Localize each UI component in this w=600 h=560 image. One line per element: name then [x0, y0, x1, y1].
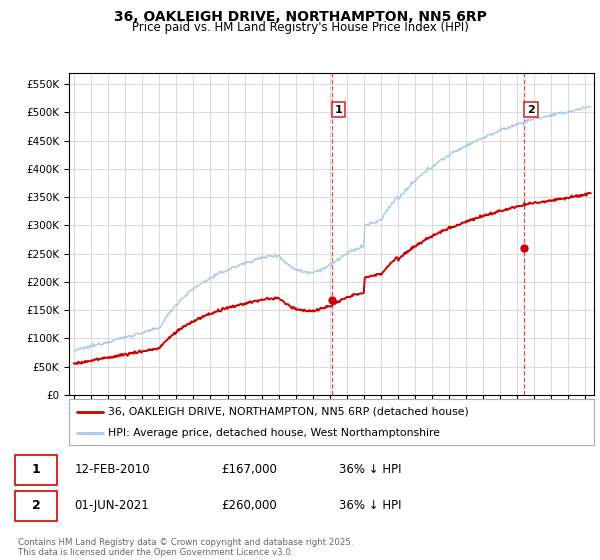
Text: 36, OAKLEIGH DRIVE, NORTHAMPTON, NN5 6RP (detached house): 36, OAKLEIGH DRIVE, NORTHAMPTON, NN5 6RP…: [109, 407, 469, 417]
Text: 1: 1: [334, 105, 342, 114]
Text: 2: 2: [527, 105, 535, 114]
Text: 36% ↓ HPI: 36% ↓ HPI: [340, 499, 402, 512]
Text: Contains HM Land Registry data © Crown copyright and database right 2025.
This d: Contains HM Land Registry data © Crown c…: [18, 538, 353, 557]
Text: HPI: Average price, detached house, West Northamptonshire: HPI: Average price, detached house, West…: [109, 428, 440, 438]
Text: 01-JUN-2021: 01-JUN-2021: [74, 499, 149, 512]
Text: 36% ↓ HPI: 36% ↓ HPI: [340, 463, 402, 476]
Text: 1: 1: [32, 463, 41, 476]
Text: £260,000: £260,000: [221, 499, 277, 512]
Text: Price paid vs. HM Land Registry's House Price Index (HPI): Price paid vs. HM Land Registry's House …: [131, 21, 469, 34]
Text: £167,000: £167,000: [221, 463, 277, 476]
FancyBboxPatch shape: [15, 455, 58, 484]
FancyBboxPatch shape: [69, 399, 594, 445]
Text: 2: 2: [32, 499, 41, 512]
Text: 36, OAKLEIGH DRIVE, NORTHAMPTON, NN5 6RP: 36, OAKLEIGH DRIVE, NORTHAMPTON, NN5 6RP: [113, 10, 487, 24]
Text: 12-FEB-2010: 12-FEB-2010: [74, 463, 150, 476]
FancyBboxPatch shape: [15, 491, 58, 521]
